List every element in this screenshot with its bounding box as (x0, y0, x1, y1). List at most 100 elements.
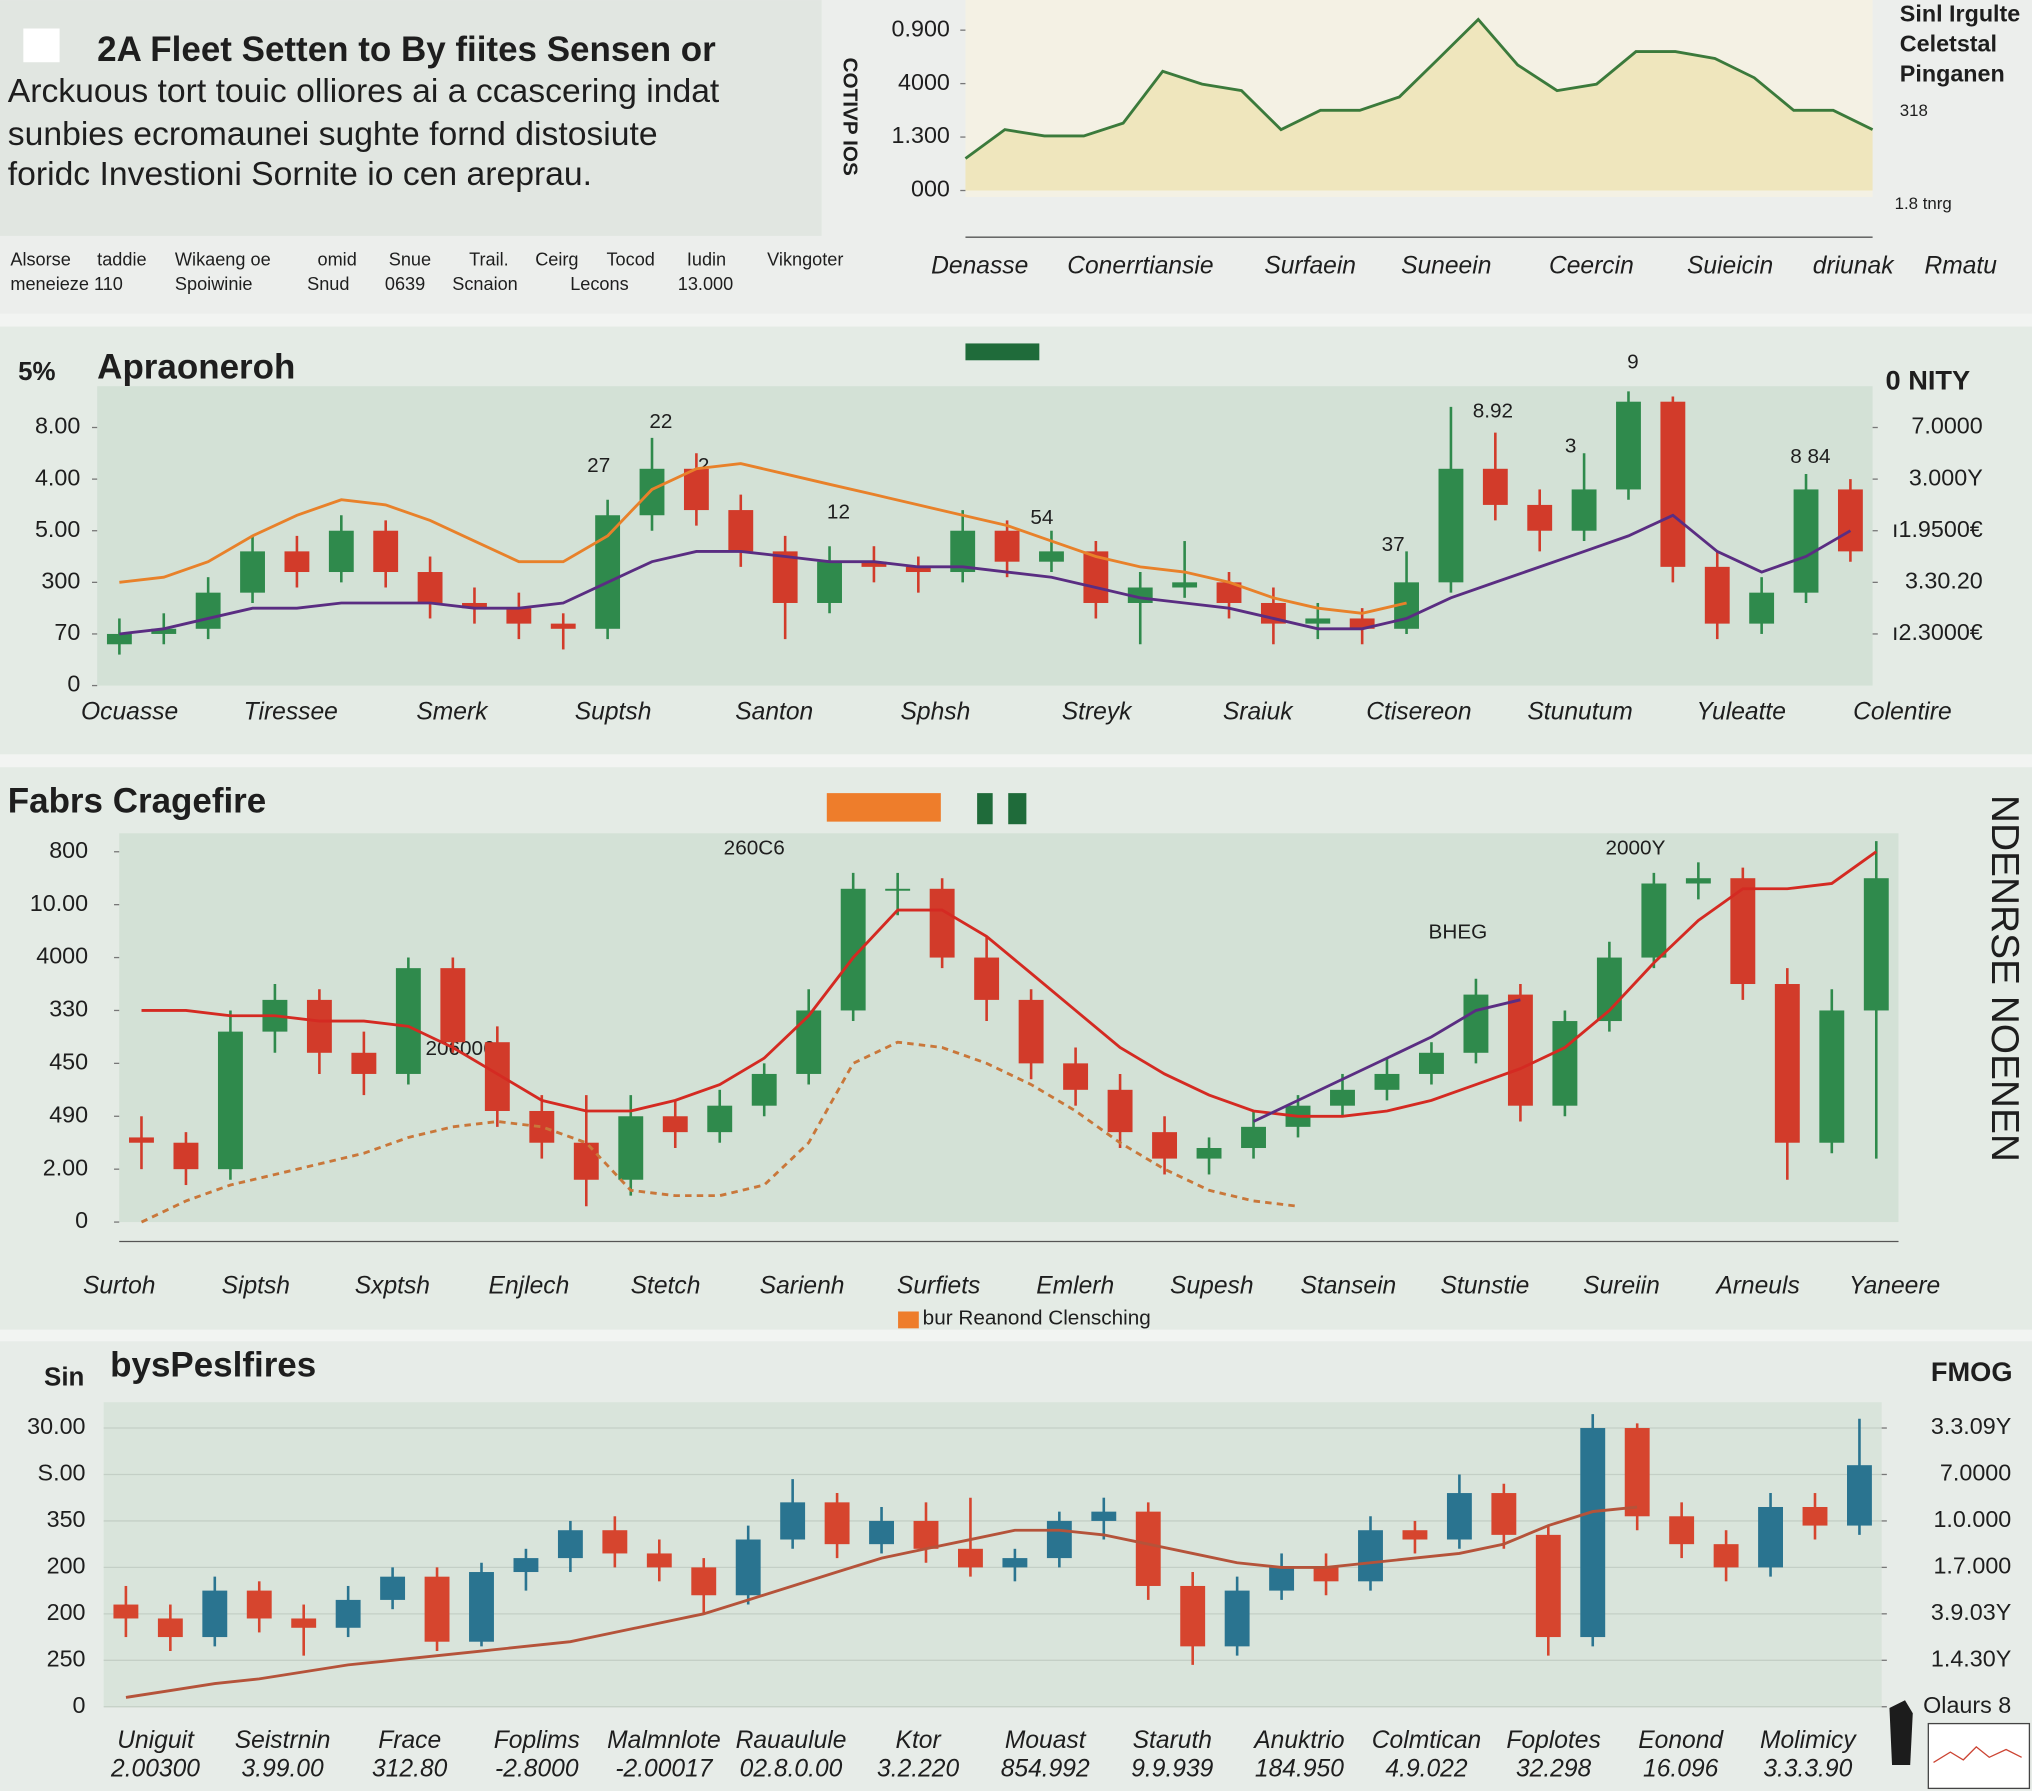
candle-body (1063, 1063, 1089, 1090)
candle-body (824, 1502, 850, 1545)
chart-title: Fabrs Cragefire (8, 782, 266, 821)
candle-body (1774, 984, 1800, 1143)
candle-body (1313, 1567, 1339, 1582)
candle-body (683, 468, 709, 511)
candle-body (602, 1530, 628, 1554)
moving-average (125, 1505, 1638, 1699)
x-tick-label: Streyk (1062, 698, 1133, 725)
candle-body (113, 1604, 139, 1619)
x-tick-label: Ctisereon (1366, 698, 1471, 725)
candle-body (1713, 1544, 1739, 1568)
y-tick-label: 5.00 (35, 516, 80, 542)
candle-body (1749, 592, 1775, 624)
candle-body (728, 510, 754, 552)
candle-body (1269, 1567, 1295, 1591)
y-tick-label: 30.00 (27, 1413, 85, 1439)
x-tick-label: Arneuls (1714, 1272, 1799, 1299)
note: 1.8 tnrg (1895, 194, 1952, 213)
y2-tick-label: ı2.3000€ (1892, 619, 1983, 645)
candle-body (417, 572, 443, 603)
area-line (964, 17, 1874, 160)
y-tick-label: 4000 (898, 69, 950, 95)
y-tick-label: 0 (73, 1692, 86, 1718)
candle-body (905, 566, 931, 573)
candle-body (1641, 883, 1667, 958)
candle-body (151, 628, 177, 634)
header-stat: Snue (389, 249, 431, 269)
icon (1889, 1700, 1913, 1766)
candle-body (157, 1618, 183, 1638)
header-line: Arckuous tort touic olliores ai a ccasce… (8, 73, 720, 110)
x-tick-label: Suieicin (1687, 252, 1773, 279)
candle-body (1793, 489, 1819, 593)
x-tick-label: Enjlech (489, 1272, 570, 1299)
header-text-box (0, 0, 822, 236)
candle-body (1241, 1126, 1266, 1149)
x-tick-label: Supesh (1170, 1272, 1253, 1299)
y-tick-label: 2.00 (43, 1154, 88, 1180)
candle-body (573, 1142, 599, 1180)
y-axis-label: Sin (44, 1364, 84, 1392)
x-tick-label: Denasse (931, 252, 1028, 279)
chart-title: bysPeslfires (110, 1345, 316, 1384)
annotation: 8.92 (1473, 400, 1513, 423)
x-tick-label: Frace (378, 1727, 441, 1754)
y-tick-label: 1.300 (892, 122, 950, 148)
y2-tick-label: 1.4.30Y (1931, 1645, 2012, 1671)
legend-swatch (898, 1311, 919, 1329)
candle-body (1446, 1493, 1472, 1540)
candle-body (173, 1142, 199, 1170)
candle-body (395, 968, 421, 1074)
legend-swatch (826, 793, 941, 822)
moving-average (119, 462, 1407, 615)
x-tick-label: Eonond (1638, 1727, 1724, 1754)
y2-tick-label: 3.30.20 (1905, 567, 1983, 593)
candle-body (424, 1576, 450, 1642)
legend-swatch (1008, 793, 1027, 825)
x-tick-label: Stunutum (1527, 698, 1632, 725)
candle-body (284, 551, 310, 573)
header-stat: Vikngoter (767, 249, 843, 269)
candle-body (484, 1042, 510, 1111)
candle-body (246, 1590, 272, 1619)
x-sublabel: 854.992 (1001, 1756, 1090, 1783)
y2-axis-label: FMOG (1931, 1356, 2013, 1387)
x-sublabel: 9.9.939 (1131, 1756, 1213, 1783)
candle-body (1802, 1506, 1828, 1526)
y-tick-label: 4000 (36, 943, 88, 969)
x-tick-label: Ceercin (1549, 252, 1634, 279)
header-stat: Wikaeng oe (175, 249, 271, 269)
candle-body (106, 633, 132, 645)
y-tick-label: 300 (41, 567, 80, 593)
x-tick-label: Yaneere (1849, 1272, 1940, 1299)
y-tick-label: 250 (47, 1645, 86, 1671)
candle-body (618, 1116, 644, 1180)
annotation: 22 (649, 410, 672, 433)
x-tick-label: Smerk (416, 698, 489, 725)
candle-body (557, 1530, 583, 1559)
header-stat: Lecons (570, 274, 628, 294)
x-tick-label: Stansein (1300, 1272, 1396, 1299)
candle-body (1463, 994, 1489, 1053)
note: Sinl Irgulte (1900, 1, 2020, 27)
candle-body (1669, 1516, 1695, 1545)
x-tick-label: Suneein (1401, 252, 1491, 279)
candle-body (1419, 1052, 1444, 1074)
candle-body (1624, 1428, 1650, 1517)
candle-body (1847, 1465, 1872, 1526)
moving-average (119, 513, 1852, 636)
y2-axis-label: NDENRSE NOENEN (1983, 795, 2026, 1162)
header-stat: meneieze 110 (10, 274, 123, 294)
candle-body (1083, 551, 1109, 603)
candle-body (772, 551, 798, 603)
y2-tick-label: 1.0.000 (1933, 1506, 2011, 1532)
annotation: 260C6 (724, 836, 785, 859)
header-stat: taddie (97, 249, 146, 269)
header-stat: Ceirg (535, 249, 578, 269)
moving-average (1252, 998, 1521, 1123)
candle-body (306, 999, 332, 1053)
x-tick-label: Molimicy (1760, 1727, 1857, 1754)
moving-average (141, 850, 1878, 1118)
candle-body (513, 1558, 539, 1573)
